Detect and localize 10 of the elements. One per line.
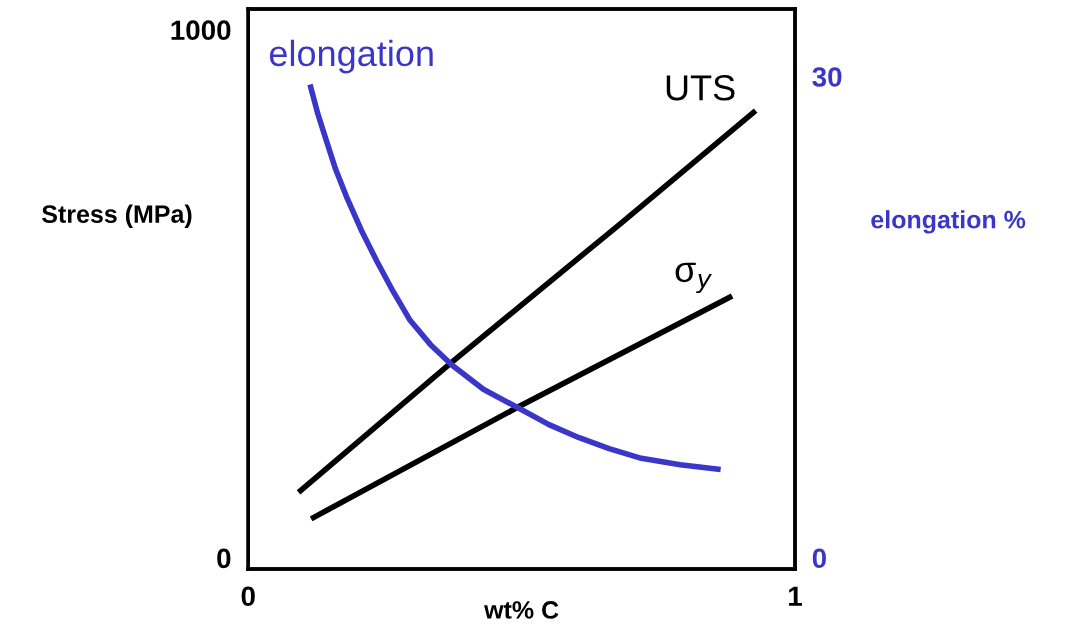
series-label: UTS bbox=[666, 75, 735, 101]
x-axis-title: wt% C bbox=[484, 601, 559, 619]
x-tick-label: 1 bbox=[789, 586, 802, 606]
y2-tick-label: 0 bbox=[812, 548, 826, 569]
series-label: elongation bbox=[269, 39, 433, 74]
y-tick-label: 1000 bbox=[171, 20, 231, 41]
y2-tick-label: 30 bbox=[812, 67, 842, 87]
y-axis-title: Stress (MPa) bbox=[42, 204, 192, 228]
series-label: σ$_{y}$ bbox=[675, 262, 712, 294]
y2-axis-title: elongation % bbox=[871, 210, 1026, 234]
